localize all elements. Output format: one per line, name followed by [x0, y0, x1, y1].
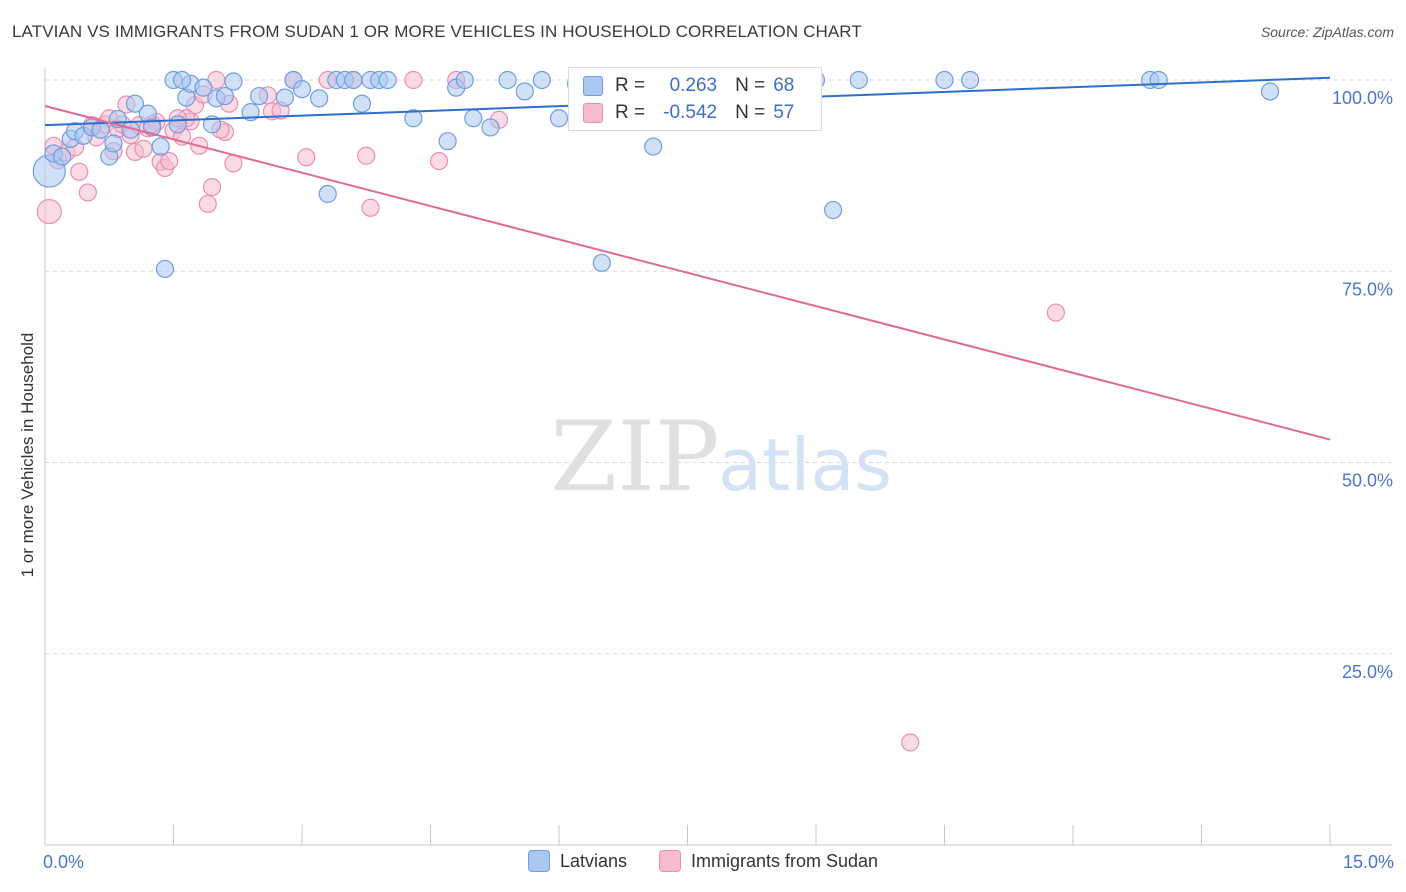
watermark-zip: ZIP	[550, 401, 719, 513]
latvians-point	[549, 109, 569, 128]
latvians-point	[438, 132, 457, 151]
latvians-point	[104, 134, 123, 153]
trend-lines	[44, 76, 1331, 441]
sudan-point	[134, 139, 153, 158]
sudan-point	[297, 148, 316, 167]
latvians-point	[404, 109, 423, 128]
latvians-point	[352, 94, 372, 113]
latvians-point	[1260, 82, 1280, 101]
latvians-point	[515, 82, 534, 101]
watermark: ZIP atlas	[550, 401, 892, 513]
series-legend: Latvians Immigrants from Sudan	[0, 850, 1406, 872]
y-tick-label: 50.0%	[1342, 471, 1393, 491]
watermark-atlas: atlas	[718, 423, 892, 507]
latvians-point	[310, 89, 329, 108]
latvians-point	[481, 118, 500, 137]
latvians-point	[344, 70, 363, 90]
latvians-point	[378, 70, 397, 90]
latvians-point	[241, 103, 260, 122]
latvians-swatch	[583, 76, 603, 96]
latvians-point	[151, 137, 170, 156]
sudan-r-value: -0.542	[663, 102, 718, 123]
x-tick-min: 0.0%	[43, 852, 85, 872]
grid-lines	[45, 79, 1392, 655]
sudan-point	[361, 198, 380, 217]
latvians-point	[592, 253, 611, 272]
legend-item-sudan[interactable]: Immigrants from Sudan	[658, 850, 879, 872]
latvians-point	[215, 86, 234, 106]
latvians-point	[275, 88, 294, 107]
stats-legend: R = 0.263 N = 68 R = -0.542 N = 57	[568, 67, 822, 131]
latvians-point	[53, 147, 72, 166]
sudan-point	[429, 151, 449, 171]
y-tick-label: 25.0%	[1342, 662, 1393, 682]
n-label: N =	[735, 75, 766, 96]
sudan-swatch	[583, 103, 603, 123]
legend-swatch-sudan	[658, 850, 681, 872]
latvians-point	[464, 109, 483, 128]
latvians-point	[498, 70, 517, 90]
r-label: R =	[615, 102, 646, 123]
sudan-point	[1046, 303, 1065, 322]
stats-row-latvians: R = 0.263 N = 68	[583, 73, 794, 99]
legend-label-latvians: Latvians	[559, 850, 627, 871]
latvians-point	[849, 70, 868, 90]
y-tick-label: 100.0%	[1332, 88, 1393, 108]
latvians-point	[172, 70, 192, 90]
sudan-point	[357, 146, 376, 165]
chart-title: LATVIAN VS IMMIGRANTS FROM SUDAN 1 OR MO…	[12, 22, 862, 41]
latvians-point	[644, 137, 663, 156]
latvians-point	[292, 80, 312, 99]
latvians-point	[961, 70, 980, 90]
latvians-point	[1149, 70, 1168, 90]
source-label: Source: ZipAtlas.com	[1260, 24, 1394, 40]
legend-item-latvians[interactable]: Latvians	[527, 850, 627, 872]
sudan-trend-line	[44, 105, 1331, 441]
legend-swatch-latvians	[527, 850, 550, 872]
n-label: N =	[735, 102, 766, 123]
sudan-point	[404, 70, 423, 90]
latvians-point	[824, 200, 843, 220]
sudan-point	[198, 194, 217, 214]
sudan-point	[202, 178, 222, 197]
latvians-point	[532, 70, 551, 90]
sudan-n-value: 57	[773, 102, 795, 123]
legend-label-sudan: Immigrants from Sudan	[690, 850, 879, 871]
axes	[44, 68, 1392, 846]
y-tick-labels: 100.0% 75.0% 50.0% 25.0%	[1332, 88, 1393, 682]
y-tick-label: 75.0%	[1342, 279, 1393, 299]
sudan-point	[70, 162, 89, 181]
sudan-point	[36, 198, 62, 225]
latvians-point	[168, 115, 187, 134]
latvians-point	[194, 78, 213, 97]
latvians-point	[155, 259, 175, 279]
latvians-point	[250, 86, 269, 106]
latvians-point	[224, 72, 243, 91]
stats-row-sudan: R = -0.542 N = 57	[583, 100, 794, 126]
r-label: R =	[615, 75, 646, 96]
sudan-point	[78, 183, 97, 202]
latvians-r-value: 0.263	[669, 75, 718, 96]
latvians-n-value: 68	[773, 75, 795, 96]
sudan-point	[901, 733, 920, 752]
latvians-point	[125, 94, 145, 113]
latvians-point	[318, 184, 337, 204]
latvians-point	[935, 70, 954, 90]
latvians-point	[455, 70, 474, 90]
x-tick-max: 15.0%	[1342, 852, 1394, 872]
sudan-point	[160, 151, 179, 171]
